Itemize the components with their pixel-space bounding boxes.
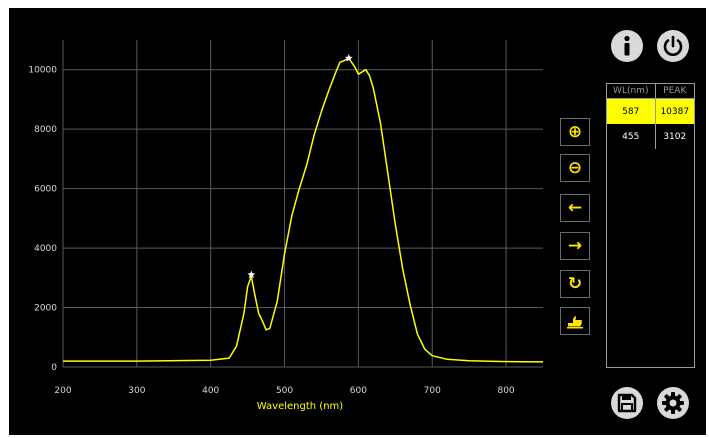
peak-markers (247, 54, 353, 279)
chart-ticks: 200 300 400 500 600 700 8000200040006000800010… (28, 66, 515, 396)
peak-column-header: PEAK (654, 84, 694, 99)
spectrum-chart: 200 300 400 500 600 700 8000200040006000800010… (28, 40, 544, 412)
x-tick-label: 400 (202, 386, 219, 396)
power-icon (663, 35, 683, 56)
peak-intensity: 10387 (654, 98, 694, 124)
power-button[interactable] (657, 30, 689, 62)
x-axis-label: Wavelength (nm) (257, 401, 343, 412)
zoom-out-icon: ⊖ (567, 158, 583, 178)
pan-right-button[interactable]: → (560, 232, 590, 260)
info-icon (624, 35, 630, 56)
x-tick-label: 600 (350, 386, 367, 396)
wavelength-column-header: WL(nm) (607, 84, 656, 99)
x-tick-label: 800 (497, 386, 514, 396)
x-tick-label: 300 (128, 386, 145, 396)
autoscale-button[interactable] (560, 307, 590, 335)
reset-view-button[interactable]: ↻ (560, 270, 590, 298)
refresh-icon: ↻ (567, 274, 583, 294)
y-tick-label: 2000 (34, 304, 57, 314)
peak-row[interactable]: 587 10387 (607, 98, 694, 124)
hand-point-icon (567, 316, 583, 329)
gear-icon (662, 392, 684, 414)
zoom-in-icon: ⊕ (567, 122, 583, 142)
peak-marker (344, 54, 353, 62)
x-tick-label: 500 (276, 386, 293, 396)
info-button[interactable] (611, 30, 643, 62)
y-tick-label: 10000 (28, 66, 57, 76)
peak-wavelength: 455 (622, 131, 640, 142)
spectrometer-screen: 200 300 400 500 600 700 800 0 2000 4000 6000 8000 10… (9, 8, 706, 435)
peak-wavelength: 587 (607, 98, 656, 124)
arrow-left-icon: ← (567, 198, 583, 218)
save-button[interactable] (611, 387, 643, 419)
peak-marker (247, 270, 256, 279)
y-tick-label: 0 (51, 363, 57, 373)
arrow-right-icon: → (567, 236, 583, 256)
peak-table-header: WL(nm) PEAK (607, 84, 694, 99)
peak-row[interactable]: 455 3102 (607, 124, 694, 149)
chart-grid (62, 40, 543, 368)
x-tick-label: 200 (54, 386, 71, 396)
y-tick-label: 6000 (34, 185, 57, 195)
x-tick-label: 700 (424, 386, 441, 396)
peak-table: WL(nm) PEAK 587 10387 455 3102 (607, 84, 694, 149)
peak-intensity: 3102 (654, 124, 694, 149)
y-tick-label: 4000 (34, 244, 57, 254)
zoom-in-button[interactable]: ⊕ (560, 118, 590, 146)
zoom-out-button[interactable]: ⊖ (560, 154, 590, 182)
peak-list-panel: WL(nm) PEAK 587 10387 455 3102 (606, 83, 695, 368)
floppy-disk-icon (617, 393, 637, 413)
settings-button[interactable] (657, 387, 689, 419)
pan-left-button[interactable]: ← (560, 194, 590, 222)
spectrum-line (63, 57, 544, 363)
y-tick-label: 8000 (34, 125, 57, 135)
